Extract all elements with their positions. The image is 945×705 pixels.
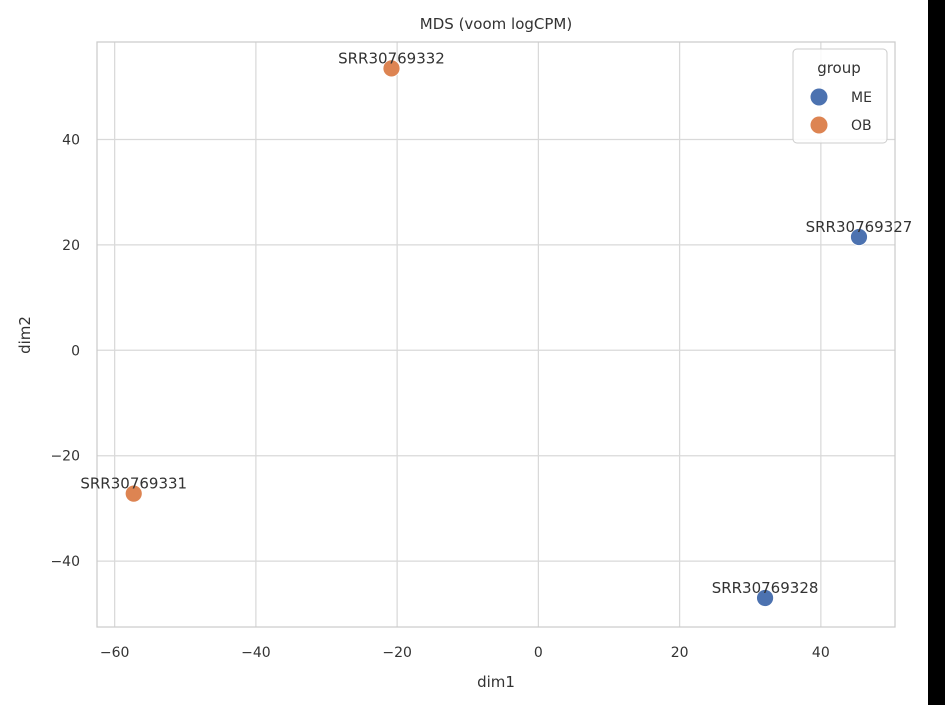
y-tick-label: −20 (50, 449, 80, 465)
point-srr30769328 (756, 589, 774, 607)
point-srr30769332 (382, 59, 401, 78)
window-edge (928, 0, 945, 705)
legend: group ME OB (792, 48, 888, 144)
y-axis-label: dim2 (16, 316, 34, 354)
x-tick-label: 0 (534, 645, 543, 661)
point-labels: SRR30769332 SRR30769327 SRR30769331 SRR3076… (80, 49, 912, 597)
point-srr30769327 (850, 228, 868, 246)
x-tick-label: −40 (241, 645, 271, 661)
y-tick-label: 0 (71, 343, 80, 359)
y-tick-label: 20 (62, 238, 80, 254)
y-tick-labels: −40 −20 0 20 40 (50, 133, 80, 571)
legend-title: group (817, 59, 861, 77)
point-label: SRR30769328 (712, 579, 819, 597)
axes-border (96, 41, 896, 628)
legend-label-me: ME (851, 90, 872, 106)
x-tick-label: −60 (100, 645, 130, 661)
x-tick-labels: −60 −40 −20 0 20 40 (100, 645, 830, 661)
x-axis-label: dim1 (477, 673, 515, 691)
point-label: SRR30769327 (806, 218, 913, 236)
legend-marker-me (810, 88, 828, 106)
point-srr30769331 (124, 484, 143, 503)
x-tick-label: −20 (382, 645, 412, 661)
x-tick-label: 40 (812, 645, 830, 661)
data-points (124, 59, 868, 607)
point-label: SRR30769331 (80, 475, 187, 493)
x-tick-label: 20 (671, 645, 689, 661)
chart-title: MDS (voom logCPM) (420, 15, 572, 33)
legend-label-ob: OB (851, 118, 872, 134)
y-tick-label: −40 (50, 554, 80, 570)
legend-marker-ob (810, 116, 828, 134)
y-tick-label: 40 (62, 133, 80, 149)
plot-area (97, 42, 895, 627)
point-label: SRR30769332 (338, 49, 445, 67)
